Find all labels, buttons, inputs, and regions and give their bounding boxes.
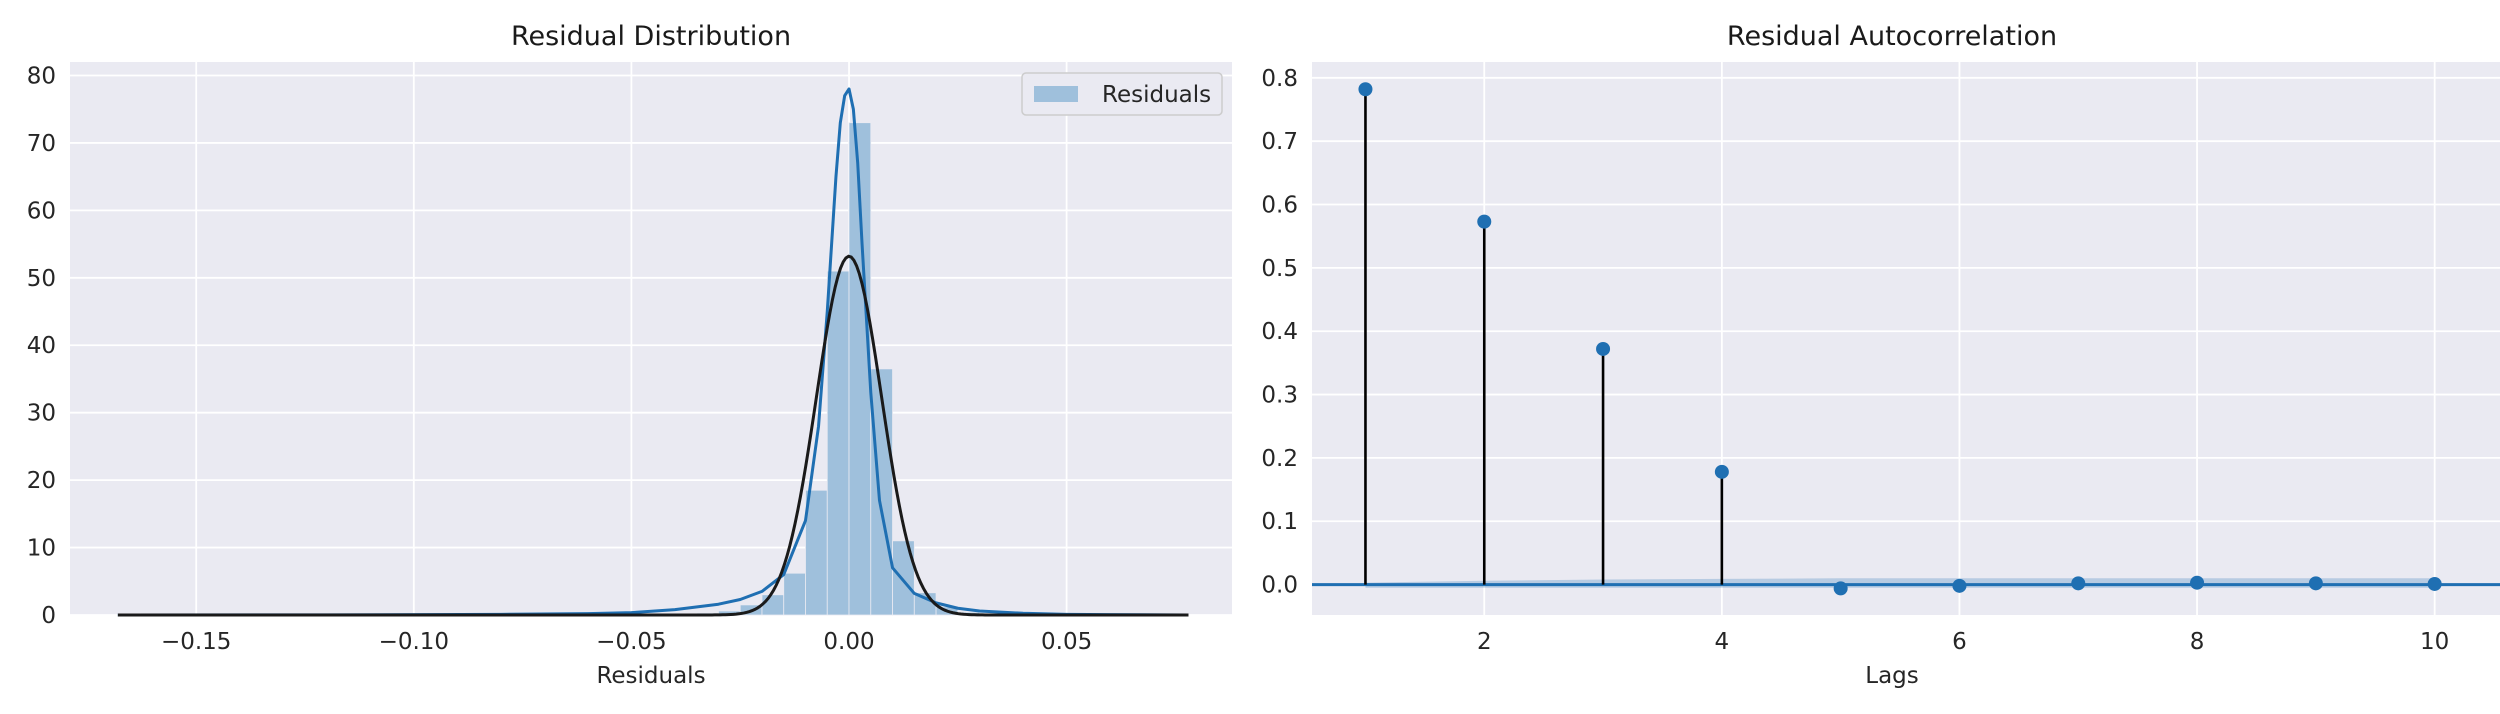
kde-line	[117, 87, 1189, 617]
y-tick-label: 0.3	[1261, 383, 1298, 409]
residual-distribution-panel: −0.15 −0.10 −0.05 0.00 0.05 0 10 20 30 40 50 60 70 80…	[27, 21, 1232, 689]
x-tick-label: −0.10	[379, 629, 449, 655]
legend: Residuals	[1021, 72, 1223, 116]
histogram-bar	[826, 270, 850, 616]
acf-point	[2427, 576, 2442, 591]
acf-point	[1477, 214, 1492, 229]
tick-labels: −0.15 −0.10 −0.05 0.00 0.05 0 10 20 30 40 50 60 70 80	[27, 63, 1093, 655]
normal-fit-line	[117, 254, 1189, 617]
y-tick-label: 20	[27, 468, 56, 494]
acf-point	[2308, 576, 2323, 591]
legend-box	[1021, 72, 1223, 116]
legend-swatch	[1034, 86, 1078, 102]
y-tick-label: 0.1	[1261, 509, 1298, 535]
acf-point	[1952, 578, 1967, 593]
chart-title: Residual Distribution	[511, 21, 791, 52]
x-tick-label: 0.05	[1041, 629, 1092, 655]
y-tick-label: 70	[27, 131, 56, 157]
y-tick-label: 40	[27, 333, 56, 359]
acf-stems	[1358, 82, 2442, 596]
acf-point	[1714, 464, 1729, 479]
residual-autocorrelation-panel: 2 4 6 8 10 0.0 0.1 0.2 0.3 0.4 0.5 0.6 0.7 0.8 Residu…	[1261, 21, 2500, 689]
y-tick-label: 0.4	[1261, 319, 1298, 345]
y-tick-label: 10	[27, 536, 56, 562]
acf-point	[1358, 82, 1373, 97]
x-tick-label: 8	[2190, 629, 2205, 655]
y-tick-label: 0.2	[1261, 446, 1298, 472]
x-tick-label: 10	[2420, 629, 2449, 655]
x-tick-label: 6	[1952, 629, 1967, 655]
acf-point	[1833, 581, 1848, 596]
acf-point	[2071, 576, 2086, 591]
acf-point	[1596, 341, 1611, 356]
y-tick-label: 0.6	[1261, 193, 1298, 219]
y-tick-label: 50	[27, 266, 56, 292]
x-tick-label: 4	[1715, 629, 1730, 655]
x-tick-label: 0.00	[823, 629, 874, 655]
legend-label: Residuals	[1102, 82, 1211, 108]
y-tick-label: 30	[27, 401, 56, 427]
histogram-bar	[892, 540, 915, 616]
confidence-band	[1312, 578, 2500, 588]
histogram-bar	[761, 594, 785, 616]
y-tick-label: 60	[27, 198, 56, 224]
x-axis-label: Lags	[1865, 663, 1919, 689]
acf-point	[2190, 575, 2205, 590]
y-tick-label: 0.7	[1261, 129, 1298, 155]
plot-area	[1312, 62, 2500, 615]
tick-labels: 2 4 6 8 10 0.0 0.1 0.2 0.3 0.4 0.5 0.6 0.7 0.8	[1261, 66, 2449, 655]
density-lines	[117, 87, 1189, 617]
histogram-bar	[805, 489, 828, 616]
y-tick-label: 0	[41, 603, 56, 629]
x-tick-label: −0.15	[161, 629, 231, 655]
x-axis-label: Residuals	[596, 663, 705, 689]
y-tick-label: 0.0	[1261, 573, 1298, 599]
x-tick-label: 2	[1477, 629, 1492, 655]
y-tick-label: 0.8	[1261, 66, 1298, 92]
x-tick-label: −0.05	[596, 629, 666, 655]
y-tick-label: 80	[27, 63, 56, 89]
plot-area	[70, 62, 1232, 615]
chart-title: Residual Autocorrelation	[1727, 21, 2057, 52]
histogram-bar	[783, 572, 806, 616]
y-tick-label: 0.5	[1261, 256, 1298, 282]
